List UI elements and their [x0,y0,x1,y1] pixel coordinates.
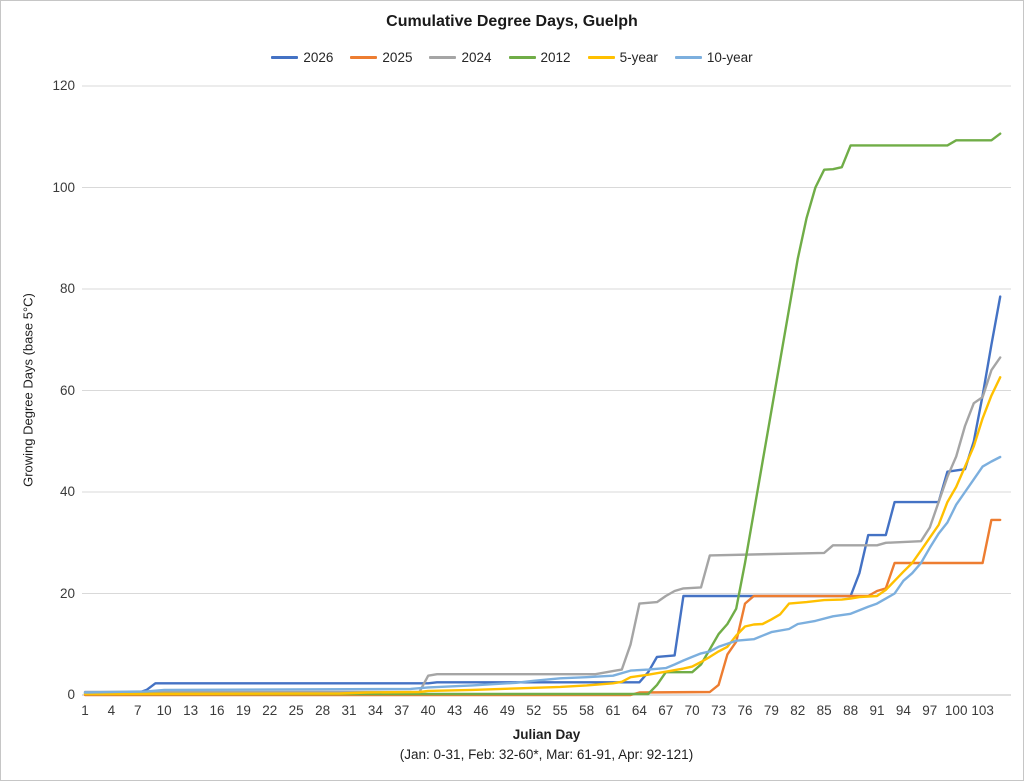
legend-label: 2025 [382,50,413,65]
x-tick-label: 61 [605,703,621,718]
x-tick-label: 58 [579,703,595,718]
x-tick-label: 40 [420,703,436,718]
y-tick-label: 120 [52,78,75,93]
y-tick-label: 80 [59,281,75,296]
series-line-10-year [83,455,1002,694]
x-tick-label: 13 [183,703,199,718]
chart-title: Cumulative Degree Days, Guelph [386,13,638,30]
x-tick-label: 46 [473,703,489,718]
legend-item-2026[interactable]: 2026 [271,50,333,65]
x-tick-label: 97 [922,703,938,718]
x-tick-label: 4 [107,703,116,718]
x-tick-label: 100 [944,703,968,718]
legend-item-5-year[interactable]: 5-year [587,50,658,65]
series-line-2026 [83,295,1002,695]
x-tick-label: 88 [843,703,859,718]
legend-label: 2024 [461,50,492,65]
x-tick-label: 82 [790,703,806,718]
x-tick-label: 28 [315,703,331,718]
x-tick-label: 34 [367,703,383,718]
x-tick-label: 91 [869,703,885,718]
x-tick-label: 16 [209,703,225,718]
x-tick-label: 73 [711,703,727,718]
series-line-2012 [83,132,1002,696]
y-tick-label: 60 [59,382,75,398]
y-tick-label: 100 [52,179,75,195]
x-tick-label: 79 [763,703,779,718]
x-tick-label: 70 [684,703,700,718]
x-tick-label: 52 [526,703,542,718]
x-tick-label: 19 [235,703,251,718]
y-tick-label: 20 [59,585,75,601]
series-line-5-year [83,376,1002,696]
legend-item-2025[interactable]: 2025 [350,50,412,65]
x-tick-label: 43 [447,703,463,718]
y-axis-title: Growing Degree Days (base 5°C) [20,293,36,487]
legend-line-swatch [674,56,702,59]
legend-line-swatch [350,56,378,59]
legend-label: 2026 [303,50,334,65]
x-tick-label: 85 [816,703,832,718]
legend-item-2012[interactable]: 2012 [508,50,571,65]
series-line-2024 [83,356,1002,694]
legend-label: 10-year [706,50,753,65]
x-tick-label: 22 [262,703,278,718]
x-tick-label: 31 [341,703,357,718]
x-tick-label: 7 [134,703,142,718]
legend-item-2024[interactable]: 2024 [429,50,492,65]
legend-item-10-year[interactable]: 10-year [674,50,753,65]
x-tick-label: 67 [658,703,674,718]
x-tick-label: 37 [394,703,410,718]
legend-label: 2012 [540,50,571,65]
series-line-2025 [83,518,1002,697]
x-tick-label: 25 [288,703,304,718]
x-tick-label: 64 [631,703,647,718]
x-tick-label: 94 [895,703,911,718]
y-tick-label: 40 [59,484,75,499]
x-axis-note: (Jan: 0-31, Feb: 32-60*, Mar: 61-91, Apr… [399,747,694,762]
x-tick-label: 1 [81,703,89,718]
x-tick-label: 103 [971,703,994,718]
legend-line-swatch [271,56,299,59]
x-axis-title: Julian Day [512,727,581,742]
legend-line-swatch [429,56,457,59]
legend-line-swatch [508,56,536,59]
x-tick-label: 76 [737,703,753,718]
x-tick-label: 49 [499,703,515,718]
x-tick-label: 10 [156,703,172,718]
x-tick-label: 55 [552,703,568,718]
legend: 2026 2025 2024 2012 5-year 10-year [1,50,1023,65]
y-tick-label: 0 [67,687,75,702]
legend-label: 5-year [619,50,658,65]
legend-line-swatch [587,56,615,59]
